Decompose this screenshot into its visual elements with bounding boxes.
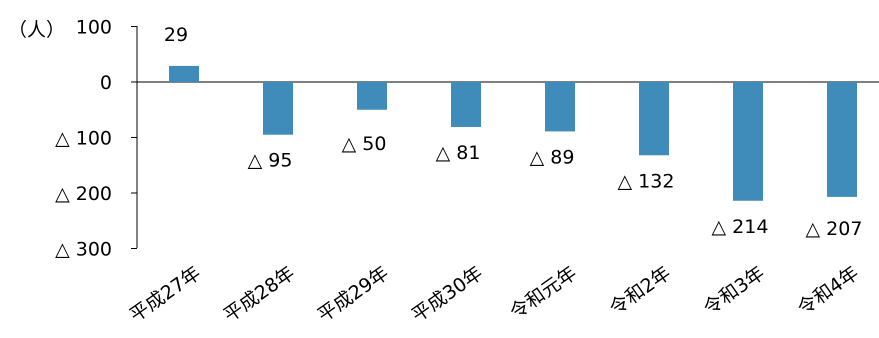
bars: [169, 65, 857, 201]
data-labels: 29 △ 95 △ 50 △ 81 △ 89 △ 132 △ 214 △ 207: [164, 24, 863, 240]
data-label: △ 207: [806, 218, 863, 240]
y-tick-labels: 100 0 △ 100 △ 200 △ 300: [55, 17, 137, 261]
data-label: △ 50: [342, 133, 387, 155]
data-label: △ 132: [618, 170, 675, 192]
data-label: △ 95: [248, 150, 293, 172]
y-tick-label: 0: [100, 72, 112, 94]
y-tick-label: 100: [76, 17, 112, 39]
bar: [263, 82, 293, 135]
data-label: △ 81: [436, 142, 481, 164]
category-label: 平成28年: [220, 262, 299, 327]
y-unit-label: （人）: [8, 19, 65, 41]
category-label: 令和2年: [606, 262, 675, 320]
category-label: 平成29年: [314, 262, 393, 327]
bar: [827, 82, 857, 197]
data-label: 29: [164, 24, 188, 46]
y-tick-label: △ 200: [55, 183, 112, 205]
y-tick-label: △ 300: [55, 239, 112, 261]
category-labels: 平成27年 平成28年 平成29年 平成30年 令和元年 令和2年 令和3年 令和4年: [126, 262, 863, 327]
bar: [545, 82, 575, 132]
category-label: 令和元年: [506, 262, 581, 324]
category-label: 令和3年: [700, 262, 769, 320]
category-label: 平成27年: [126, 262, 205, 327]
category-label: 平成30年: [408, 262, 487, 327]
data-label: △ 89: [530, 146, 575, 168]
bar: [639, 82, 669, 156]
bar: [357, 82, 387, 110]
bar: [169, 65, 199, 82]
y-tick-label: △ 100: [55, 128, 112, 150]
data-label: △ 214: [712, 216, 769, 238]
bar: [733, 82, 763, 201]
bar: [451, 82, 481, 127]
category-label: 令和4年: [794, 262, 863, 320]
